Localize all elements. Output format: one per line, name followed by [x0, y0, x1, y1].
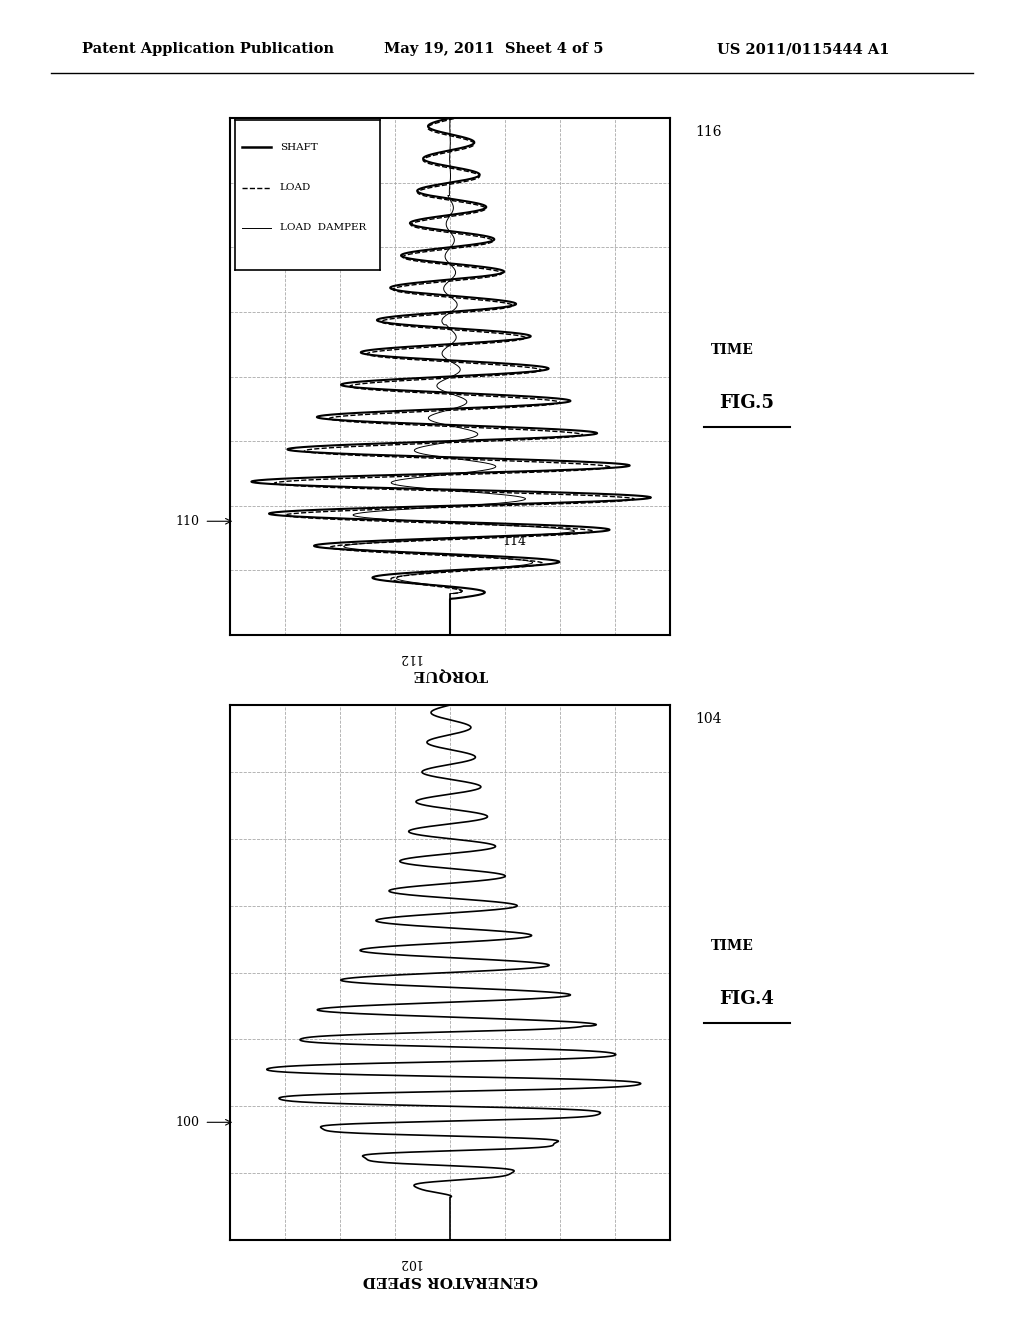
Text: TORQUE: TORQUE — [413, 668, 487, 682]
Text: Patent Application Publication: Patent Application Publication — [82, 42, 334, 57]
Text: 114: 114 — [503, 536, 526, 548]
Text: LOAD: LOAD — [280, 183, 311, 191]
Text: LOAD  DAMPER: LOAD DAMPER — [280, 223, 367, 232]
Text: TIME: TIME — [711, 939, 754, 953]
Text: FIG.5: FIG.5 — [719, 393, 774, 412]
Text: 112: 112 — [397, 651, 421, 664]
Text: SHAFT: SHAFT — [280, 143, 317, 152]
Text: 100: 100 — [175, 1115, 200, 1129]
Text: TIME: TIME — [711, 343, 754, 358]
Text: US 2011/0115444 A1: US 2011/0115444 A1 — [717, 42, 889, 57]
Text: FIG.4: FIG.4 — [720, 990, 774, 1008]
Text: 102: 102 — [397, 1255, 421, 1269]
Text: 104: 104 — [695, 711, 722, 726]
Text: 116: 116 — [695, 124, 722, 139]
Text: May 19, 2011  Sheet 4 of 5: May 19, 2011 Sheet 4 of 5 — [384, 42, 603, 57]
Text: 110: 110 — [175, 515, 200, 528]
Text: GENERATOR SPEED: GENERATOR SPEED — [362, 1272, 538, 1287]
